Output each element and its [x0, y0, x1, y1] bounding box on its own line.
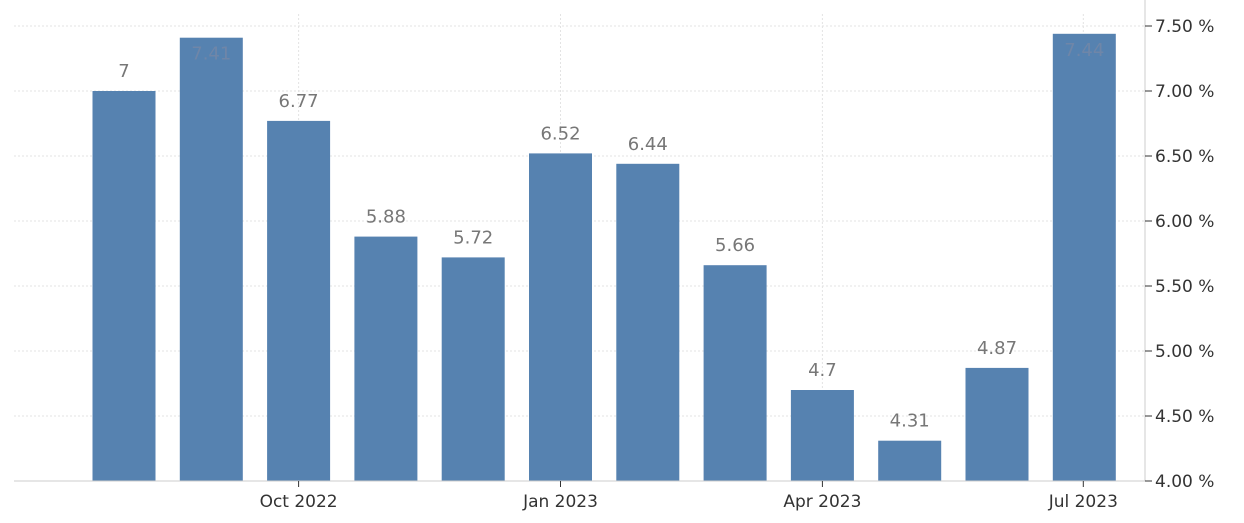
bar-value-label: 6.77 [279, 91, 319, 112]
bar [441, 257, 505, 481]
bar [179, 37, 243, 481]
x-axis-ticks: Oct 2022 Jan 2023 Apr 2023 Jul 2023 [260, 481, 1118, 512]
bar [616, 163, 680, 482]
bar-value-label: 7.41 [191, 44, 231, 65]
bar [965, 367, 1029, 481]
y-tick-label: 7.00 % [1155, 82, 1214, 102]
bar-value-label: 4.31 [890, 411, 930, 432]
bar-value-label: 7.44 [1064, 40, 1104, 61]
y-tick-label: 5.50 % [1155, 277, 1214, 297]
x-tick-label: Apr 2023 [783, 492, 861, 512]
bar-value-label: 6.52 [540, 123, 580, 144]
bar-value-label: 5.72 [453, 227, 493, 248]
y-tick-label: 4.00 % [1155, 472, 1214, 492]
bar-value-label: 5.88 [366, 207, 406, 228]
bar [703, 265, 767, 481]
y-tick-label: 5.00 % [1155, 342, 1214, 362]
y-axis-ticks: 4.00 % 4.50 % 5.00 % 5.50 % 6.00 % 6.50 % 7.00… [1145, 17, 1214, 492]
x-tick-label: Jan 2023 [522, 492, 598, 512]
bar-value-label: 4.87 [977, 338, 1017, 359]
axes [14, 0, 1146, 482]
bar [1052, 33, 1116, 482]
bar [878, 440, 942, 481]
y-tick-label: 4.50 % [1155, 407, 1214, 427]
bar-value-label: 5.66 [715, 235, 755, 256]
bar [529, 153, 592, 481]
x-tick-label: Oct 2022 [260, 492, 338, 512]
bar [354, 236, 418, 481]
bar-value-label: 7 [118, 61, 129, 82]
bar [790, 390, 854, 481]
bar [267, 120, 331, 482]
bar [92, 91, 156, 481]
data-labels: 7 7.41 6.77 5.88 5.72 6.52 6.44 5.66 4.7 4.31 4.87… [118, 40, 1104, 432]
y-tick-label: 6.00 % [1155, 212, 1214, 232]
bar-value-label: 4.7 [808, 360, 837, 381]
y-tick-label: 6.50 % [1155, 147, 1214, 167]
bar-value-label: 6.44 [628, 134, 668, 155]
bars [92, 33, 1116, 482]
x-tick-label: Jul 2023 [1048, 492, 1118, 512]
y-tick-label: 7.50 % [1155, 17, 1214, 37]
